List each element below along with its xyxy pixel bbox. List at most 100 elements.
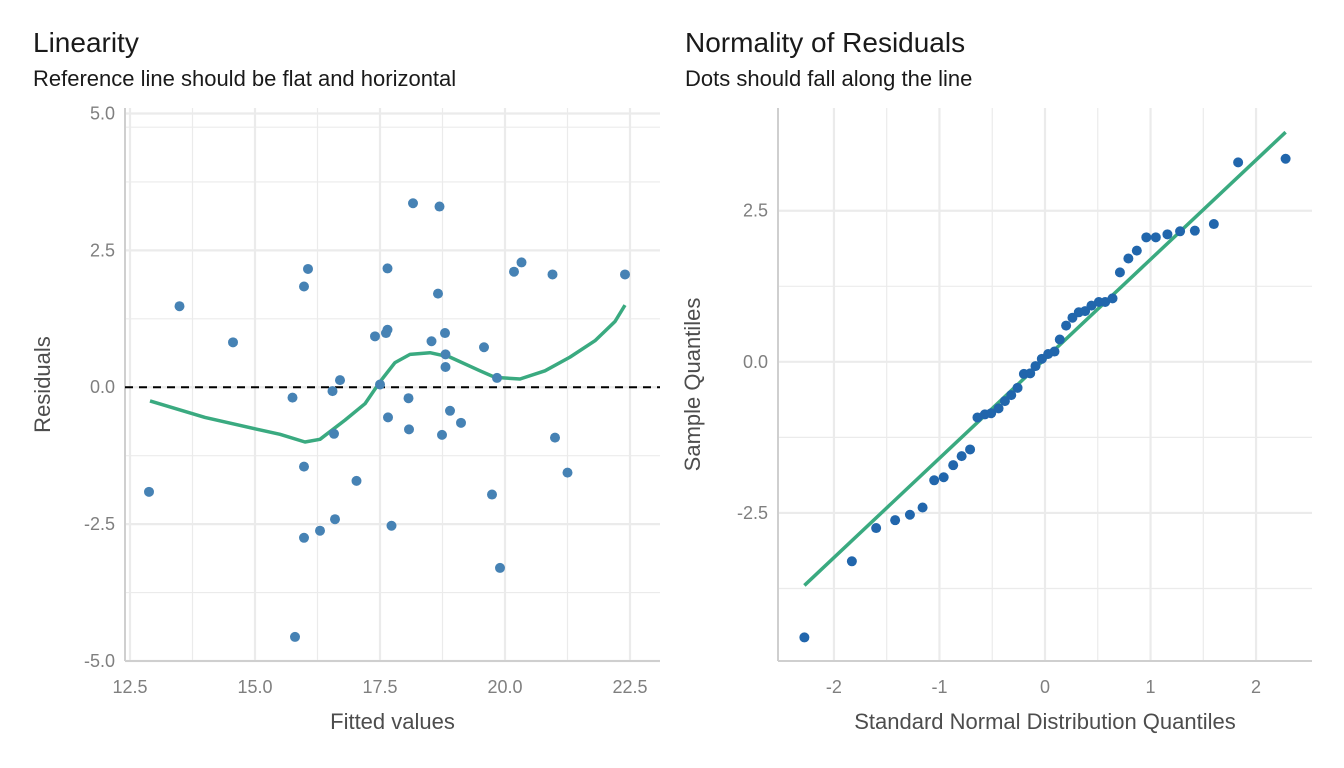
qq-point xyxy=(799,632,810,643)
qq-point xyxy=(986,408,997,419)
qq-point xyxy=(1150,232,1161,243)
linearity-panel: Linearity Reference line should be flat … xyxy=(30,27,660,734)
y-tick-label: 0.0 xyxy=(743,352,768,372)
qq-point xyxy=(1123,253,1134,264)
y-tick-label: 5.0 xyxy=(90,103,115,123)
qq-point xyxy=(904,509,915,520)
x-tick-label: 17.5 xyxy=(362,677,397,697)
y-tick-label: 2.5 xyxy=(90,240,115,260)
data-point xyxy=(547,269,558,280)
y-tick-label: -2.5 xyxy=(737,503,768,523)
data-point xyxy=(330,514,340,525)
x-tick-label: 15.0 xyxy=(237,677,272,697)
data-point xyxy=(290,631,300,642)
data-point xyxy=(382,324,393,335)
normality-chart: -2 -1 0 1 2 2.5 0.0 -2.5 Standard Normal Distrib… xyxy=(680,108,1312,734)
data-point xyxy=(174,301,185,312)
y-tick-label: 2.5 xyxy=(743,201,768,221)
data-point xyxy=(408,198,418,209)
linearity-subtitle: Reference line should be flat and horizo… xyxy=(33,66,457,91)
data-point xyxy=(495,562,505,573)
x-tick-label: 20.0 xyxy=(487,677,522,697)
x-tick-label: 12.5 xyxy=(112,677,147,697)
y-tick-label: -5.0 xyxy=(84,651,115,671)
loess-line xyxy=(149,304,627,444)
data-point xyxy=(426,336,437,347)
y-axis-label: Sample Quantiles xyxy=(680,298,705,472)
data-point xyxy=(434,201,445,212)
x-tick-label: -1 xyxy=(931,677,947,697)
data-point xyxy=(433,288,443,299)
data-point xyxy=(456,417,466,428)
qq-point xyxy=(1030,361,1041,372)
qq-point xyxy=(1175,226,1186,237)
x-axis-label: Standard Normal Distribution Quantiles xyxy=(854,709,1236,734)
data-point xyxy=(516,257,527,268)
data-point xyxy=(550,432,560,443)
data-point xyxy=(386,520,397,531)
data-point xyxy=(404,424,414,435)
data-point xyxy=(620,269,630,280)
x-tick-label: 22.5 xyxy=(612,677,647,697)
qq-point xyxy=(1054,334,1065,345)
qq-point xyxy=(1162,229,1173,240)
normality-panel: Normality of Residuals Dots should fall … xyxy=(672,0,1344,768)
qq-point xyxy=(871,523,882,534)
qq-point xyxy=(1012,382,1023,393)
x-axis-label: Fitted values xyxy=(330,709,455,734)
linearity-title: Linearity xyxy=(33,27,139,58)
x-tick-label: 2 xyxy=(1251,677,1261,697)
data-point xyxy=(299,461,309,472)
data-point xyxy=(440,349,451,360)
y-tick-label: -2.5 xyxy=(84,514,115,534)
qq-point xyxy=(956,451,967,462)
data-point xyxy=(351,475,362,486)
data-point xyxy=(299,532,309,543)
qq-point xyxy=(1114,267,1125,278)
normality-subtitle: Dots should fall along the line xyxy=(685,66,973,91)
data-point xyxy=(383,412,393,423)
qq-point xyxy=(890,515,901,526)
data-point xyxy=(440,328,450,339)
y-axis-label: Residuals xyxy=(30,336,55,433)
data-point xyxy=(562,467,573,478)
qq-point xyxy=(846,556,857,567)
data-point xyxy=(437,429,447,440)
data-point xyxy=(487,489,497,500)
qq-point xyxy=(993,403,1004,414)
qq-point xyxy=(1131,245,1142,256)
data-point xyxy=(445,405,455,416)
qq-point xyxy=(1086,300,1097,311)
data-point xyxy=(144,486,154,497)
data-point xyxy=(315,525,325,536)
data-point xyxy=(382,263,393,274)
data-point xyxy=(335,375,345,386)
data-point xyxy=(492,372,502,383)
data-point xyxy=(440,361,451,372)
qq-point xyxy=(938,472,949,483)
qq-point xyxy=(965,444,976,455)
qq-point xyxy=(1107,293,1118,304)
qq-point xyxy=(1061,320,1072,331)
qq-point xyxy=(1049,346,1060,357)
y-tick-label: 0.0 xyxy=(90,377,115,397)
qq-point xyxy=(1208,219,1219,230)
data-point xyxy=(228,337,238,348)
qq-point xyxy=(999,396,1010,407)
data-point xyxy=(299,281,309,292)
data-point xyxy=(370,331,380,342)
qq-point xyxy=(1233,157,1244,168)
data-point xyxy=(329,428,339,439)
normality-title: Normality of Residuals xyxy=(685,27,966,58)
qq-point xyxy=(1280,153,1291,164)
qq-point xyxy=(929,475,940,486)
qq-point xyxy=(917,502,928,513)
data-point xyxy=(375,379,385,390)
linearity-chart: 12.5 15.0 17.5 20.0 22.5 5.0 2.5 0.0 -2.5 -5.0 Fit… xyxy=(30,103,660,734)
data-point xyxy=(303,263,313,274)
qq-point xyxy=(1100,297,1111,308)
data-point xyxy=(509,266,519,277)
data-point xyxy=(479,342,489,353)
qq-point xyxy=(1141,232,1152,243)
qq-point xyxy=(1006,390,1017,401)
